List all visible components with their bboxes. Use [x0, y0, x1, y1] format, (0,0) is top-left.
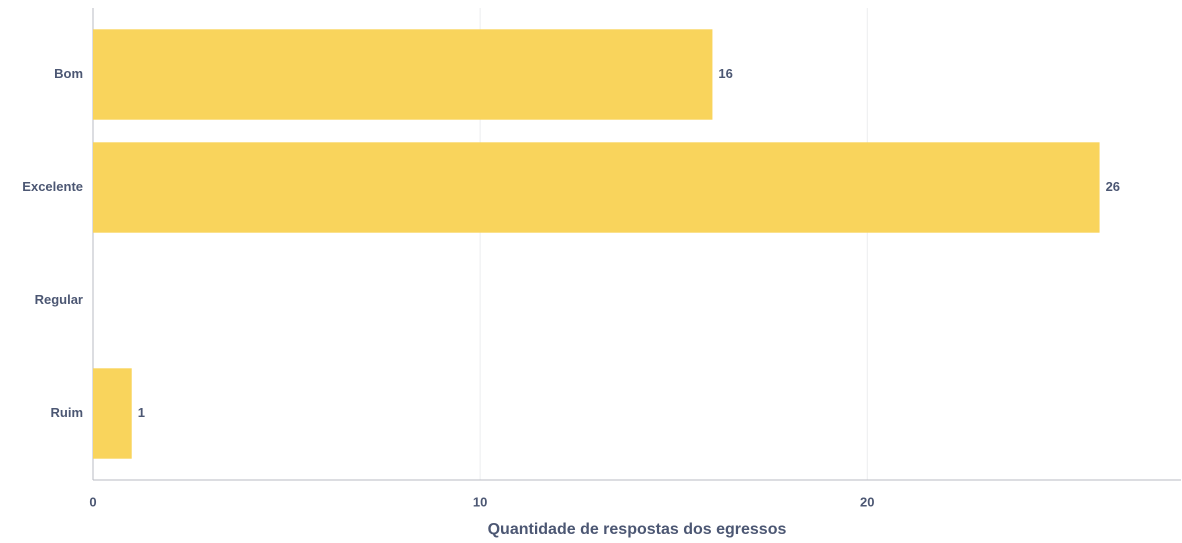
y-tick-label: Bom: [54, 66, 83, 81]
data-label: 16: [718, 66, 732, 81]
y-tick-label: Excelente: [22, 179, 83, 194]
data-label: 1: [138, 405, 145, 420]
bar: [93, 368, 132, 459]
y-tick-label: Regular: [35, 292, 83, 307]
bar: [93, 142, 1100, 233]
y-tick-label: Ruim: [51, 405, 84, 420]
x-tick-label: 0: [89, 494, 96, 509]
bar: [93, 29, 713, 120]
x-tick-label: 20: [860, 494, 874, 509]
x-axis-title: Quantidade de respostas dos egressos: [488, 521, 787, 538]
data-label: 26: [1106, 179, 1120, 194]
x-tick-label: 10: [473, 494, 487, 509]
